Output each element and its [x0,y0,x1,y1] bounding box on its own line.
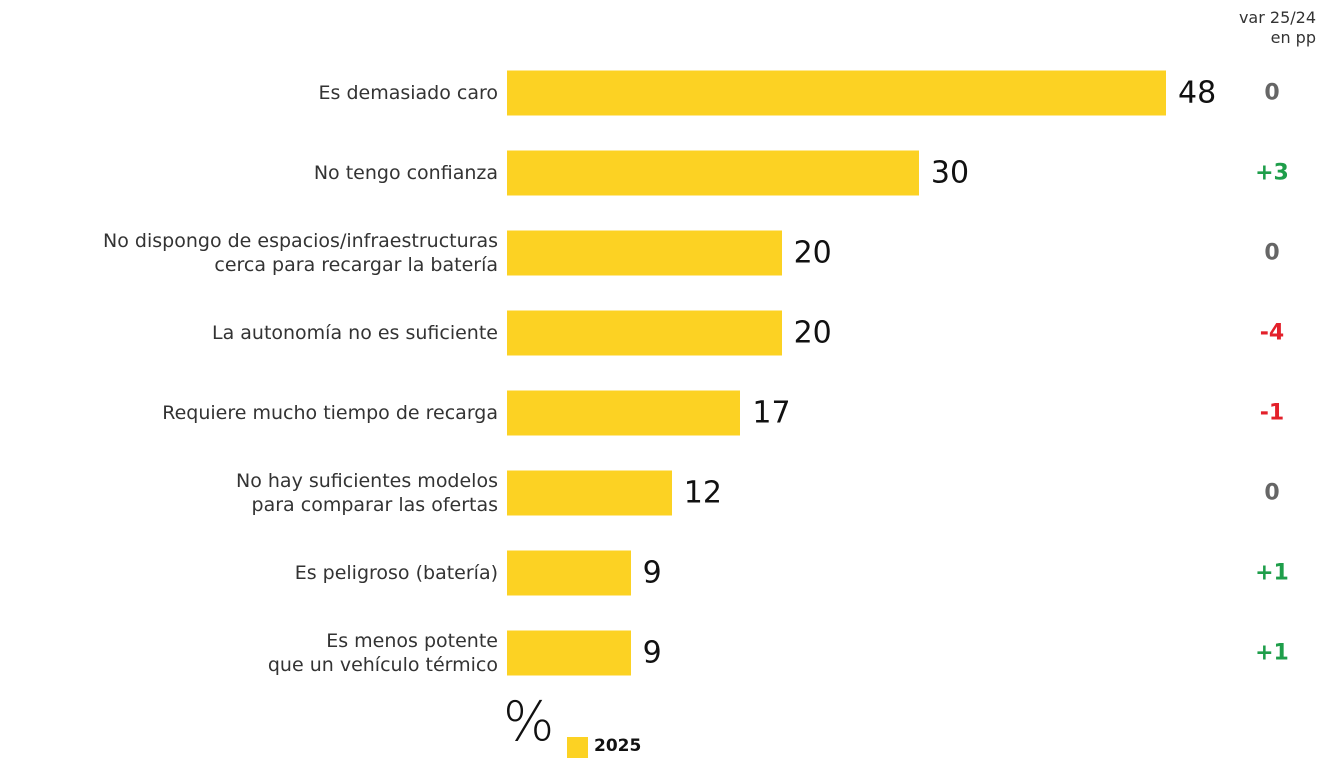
bar [507,630,631,676]
value-label: 48 [1178,75,1217,111]
value-label: 9 [642,635,662,671]
variance-label: +1 [1255,560,1289,586]
category-label: Requiere mucho tiempo de recarga [162,402,498,424]
variance-label: 0 [1264,240,1280,266]
category-label: No hay suficientes modelos para comparar… [236,470,498,516]
category-label: Es peligroso (batería) [294,562,498,584]
variance-label: +1 [1255,640,1289,666]
bar [507,150,919,196]
bar [507,230,782,276]
variance-label: -1 [1259,400,1285,426]
bar [507,310,782,356]
legend-label: 2025 [594,736,642,756]
legend-swatch [567,737,588,758]
value-label: 12 [683,475,722,511]
value-label: 17 [752,395,791,431]
category-label: No tengo confianza [313,162,498,184]
bar [507,390,741,436]
value-label: 30 [930,155,970,191]
variance-title: var 25/24 en pp [1238,8,1316,47]
variance-label: 0 [1264,80,1280,106]
category-label: Es menos potente que un vehículo térmico [267,630,498,676]
variance-label: -4 [1259,320,1285,346]
category-label: Es demasiado caro [318,82,499,104]
bar [507,470,672,516]
unit-label: % [503,690,555,753]
value-label: 20 [793,235,832,271]
category-label: La autonomía no es suficiente [211,322,498,344]
category-label: No dispongo de espacios/infraestructuras… [103,230,498,276]
variance-label: +3 [1255,160,1289,186]
bar [507,550,631,596]
value-label: 20 [793,315,832,351]
variance-label: 0 [1264,480,1280,506]
bar [507,70,1166,116]
value-label: 9 [642,555,662,591]
